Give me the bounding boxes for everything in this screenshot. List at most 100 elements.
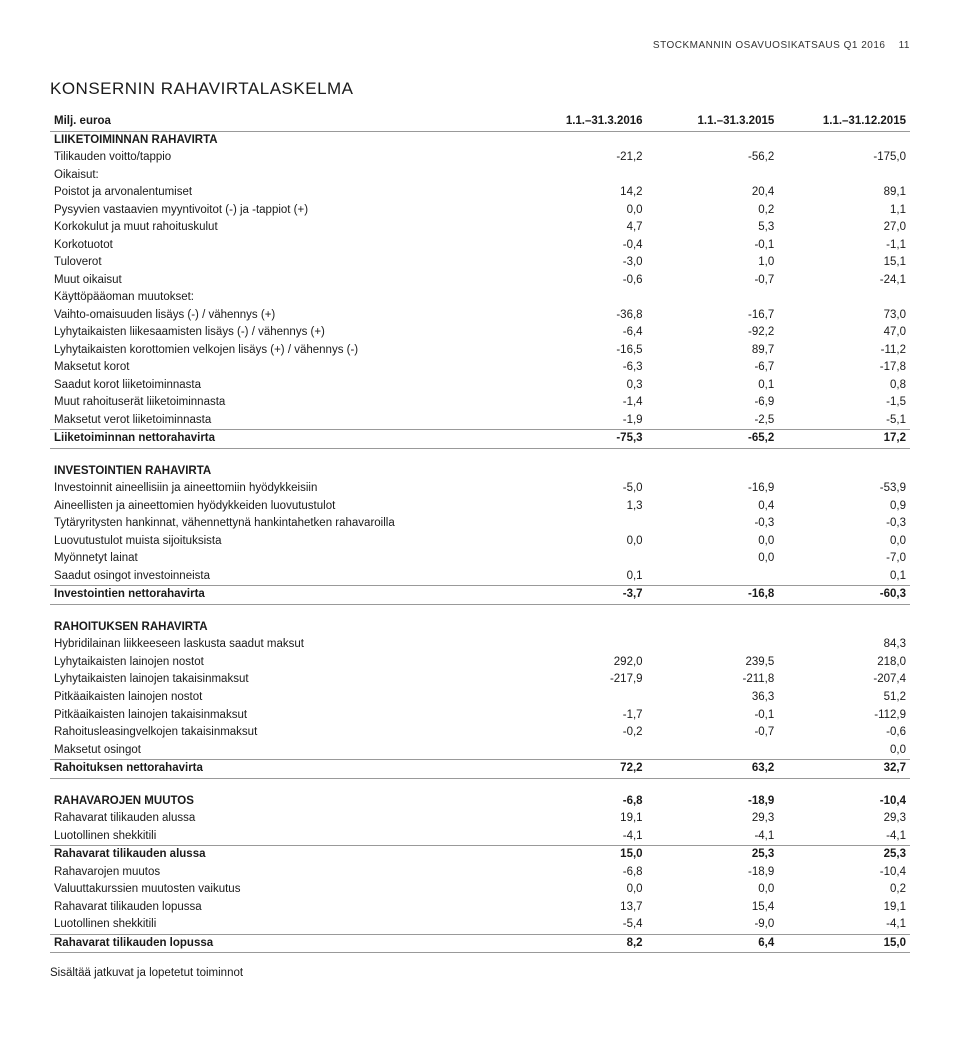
row-value: [515, 636, 647, 654]
row-value: -16,7: [647, 307, 779, 325]
table-row: Maksetut verot liiketoiminnasta-1,9-2,5-…: [50, 412, 910, 430]
row-value: [647, 568, 779, 586]
row-value: -0,6: [778, 724, 910, 742]
table-row: Käyttöpääoman muutokset:: [50, 289, 910, 307]
row-value: 292,0: [515, 654, 647, 672]
row-label: Investoinnit aineellisiin ja aineettomii…: [50, 480, 515, 498]
col-period-3: 1.1.–31.12.2015: [778, 113, 910, 131]
row-value: -112,9: [778, 707, 910, 725]
row-value: 0,4: [647, 498, 779, 516]
row-value: -10,4: [778, 864, 910, 882]
table-row: [50, 604, 910, 619]
row-value: -207,4: [778, 671, 910, 689]
row-value: -6,9: [647, 394, 779, 412]
table-row: Investoinnit aineellisiin ja aineettomii…: [50, 480, 910, 498]
row-label: Maksetut osingot: [50, 742, 515, 760]
table-row: Rahavarat tilikauden lopussa13,715,419,1: [50, 899, 910, 917]
row-value: 1,1: [778, 202, 910, 220]
row-value: -17,8: [778, 359, 910, 377]
table-row: Tytäryritysten hankinnat, vähennettynä h…: [50, 515, 910, 533]
row-label: Vaihto-omaisuuden lisäys (-) / vähennys …: [50, 307, 515, 325]
row-value: 1,3: [515, 498, 647, 516]
row-value: 25,3: [778, 846, 910, 864]
row-value: -0,3: [778, 515, 910, 533]
table-row: Rahoitusleasingvelkojen takaisinmaksut -0…: [50, 724, 910, 742]
row-label: Rahoitusleasingvelkojen takaisinmaksut: [50, 724, 515, 742]
row-label: Muut rahoituserät liiketoiminnasta: [50, 394, 515, 412]
row-value: -0,7: [647, 724, 779, 742]
row-value: 218,0: [778, 654, 910, 672]
row-value: 29,3: [647, 810, 779, 828]
table-row: [50, 778, 910, 793]
row-value: [647, 463, 779, 481]
row-value: 73,0: [778, 307, 910, 325]
row-value: -10,4: [778, 793, 910, 811]
row-value: -2,5: [647, 412, 779, 430]
row-label: Saadut korot liiketoiminnasta: [50, 377, 515, 395]
row-value: 84,3: [778, 636, 910, 654]
table-row: Lyhytaikaisten lainojen nostot292,0239,5…: [50, 654, 910, 672]
row-value: -60,3: [778, 586, 910, 605]
row-value: -36,8: [515, 307, 647, 325]
row-value: -0,6: [515, 272, 647, 290]
row-value: -5,4: [515, 916, 647, 934]
row-value: [778, 619, 910, 637]
row-value: [778, 289, 910, 307]
table-row: LIIKETOIMINNAN RAHAVIRTA: [50, 131, 910, 149]
row-label: Rahavarat tilikauden alussa: [50, 846, 515, 864]
row-value: -11,2: [778, 342, 910, 360]
document-header-right: STOCKMANNIN OSAVUOSIKATSAUS Q1 2016 11: [50, 40, 910, 51]
row-value: -4,1: [647, 828, 779, 846]
table-row: RAHOITUKSEN RAHAVIRTA: [50, 619, 910, 637]
table-row: Rahavarat tilikauden alussa19,129,329,3: [50, 810, 910, 828]
row-value: -6,3: [515, 359, 647, 377]
row-value: 89,7: [647, 342, 779, 360]
row-value: 0,0: [515, 202, 647, 220]
row-value: 15,0: [778, 934, 910, 953]
row-label: Luovutustulot muista sijoituksista: [50, 533, 515, 551]
table-row: Lyhytaikaisten lainojen takaisinmaksut-2…: [50, 671, 910, 689]
col-label: Milj. euroa: [50, 113, 515, 131]
row-value: 0,3: [515, 377, 647, 395]
row-value: -18,9: [647, 793, 779, 811]
row-value: [647, 742, 779, 760]
table-row: [50, 448, 910, 463]
row-label: Rahavarat tilikauden lopussa: [50, 899, 515, 917]
row-value: -18,9: [647, 864, 779, 882]
row-value: 0,8: [778, 377, 910, 395]
row-value: 0,1: [647, 377, 779, 395]
row-value: 13,7: [515, 899, 647, 917]
row-value: -0,3: [647, 515, 779, 533]
row-value: 15,1: [778, 254, 910, 272]
table-row: Lyhytaikaisten korottomien velkojen lisä…: [50, 342, 910, 360]
table-row: Korkokulut ja muut rahoituskulut4,75,327…: [50, 219, 910, 237]
row-value: 0,0: [778, 533, 910, 551]
table-row: Pysyvien vastaavien myyntivoitot (-) ja …: [50, 202, 910, 220]
row-value: -4,1: [778, 828, 910, 846]
table-row: INVESTOINTIEN RAHAVIRTA: [50, 463, 910, 481]
row-value: -1,1: [778, 237, 910, 255]
row-value: 1,0: [647, 254, 779, 272]
table-row: Valuuttakurssien muutosten vaikutus0,00,…: [50, 881, 910, 899]
table-row: Myönnetyt lainat0,0-7,0: [50, 550, 910, 568]
row-label: Aineellisten ja aineettomien hyödykkeide…: [50, 498, 515, 516]
row-value: [778, 131, 910, 149]
row-label: Maksetut verot liiketoiminnasta: [50, 412, 515, 430]
table-row: Korkotuotot-0,4-0,1-1,1: [50, 237, 910, 255]
row-value: 47,0: [778, 324, 910, 342]
doc-title: STOCKMANNIN OSAVUOSIKATSAUS Q1 2016: [653, 40, 886, 51]
row-value: 14,2: [515, 184, 647, 202]
row-value: -0,7: [647, 272, 779, 290]
row-value: [515, 742, 647, 760]
row-value: 0,0: [515, 881, 647, 899]
row-value: [515, 167, 647, 185]
row-label: Maksetut korot: [50, 359, 515, 377]
row-value: -3,7: [515, 586, 647, 605]
table-row: Liiketoiminnan nettorahavirta-75,3-65,21…: [50, 430, 910, 449]
row-value: 19,1: [515, 810, 647, 828]
row-value: -16,9: [647, 480, 779, 498]
row-value: [647, 619, 779, 637]
row-label: Liiketoiminnan nettorahavirta: [50, 430, 515, 449]
row-value: -56,2: [647, 149, 779, 167]
row-label: Myönnetyt lainat: [50, 550, 515, 568]
